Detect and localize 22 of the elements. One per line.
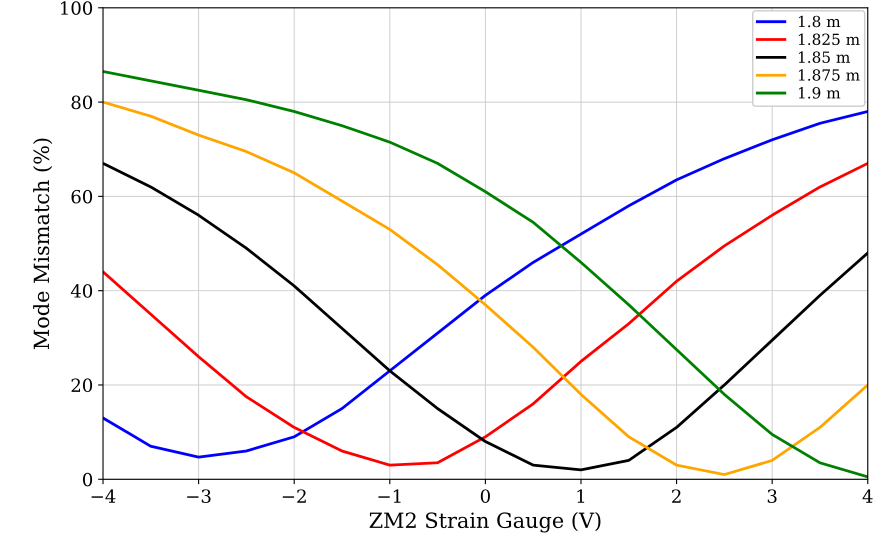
legend-label: 1.8 m	[798, 16, 840, 28]
x-tick-label: −3	[187, 489, 211, 503]
x-tick-label: 4	[862, 489, 873, 503]
x-axis-title: ZM2 Strain Gauge (V)	[370, 512, 600, 532]
legend-label: 1.875 m	[798, 69, 860, 81]
y-tick-label: 40	[70, 284, 92, 298]
y-tick-label: 80	[72, 96, 92, 110]
x-tick-label: 1	[577, 489, 584, 503]
y-tick-label: 0	[82, 472, 92, 486]
y-tick-label: 20	[72, 378, 92, 392]
x-tick-label: −4	[92, 489, 116, 503]
x-tick-label: 0	[480, 489, 490, 503]
x-tick-label: 3	[768, 489, 777, 503]
y-tick-label: 60	[72, 190, 92, 204]
legend-label: 1.825 m	[798, 34, 860, 46]
x-tick-label: −1	[378, 489, 401, 503]
x-tick-label: 2	[672, 489, 681, 503]
legend-label: 1.85 m	[798, 51, 850, 63]
x-tick-label: −2	[282, 489, 306, 503]
legend-label: 1.9 m	[798, 87, 840, 99]
y-tick-label: 100	[61, 1, 92, 15]
y-axis-title: Mode Mismatch (%)	[33, 138, 52, 350]
